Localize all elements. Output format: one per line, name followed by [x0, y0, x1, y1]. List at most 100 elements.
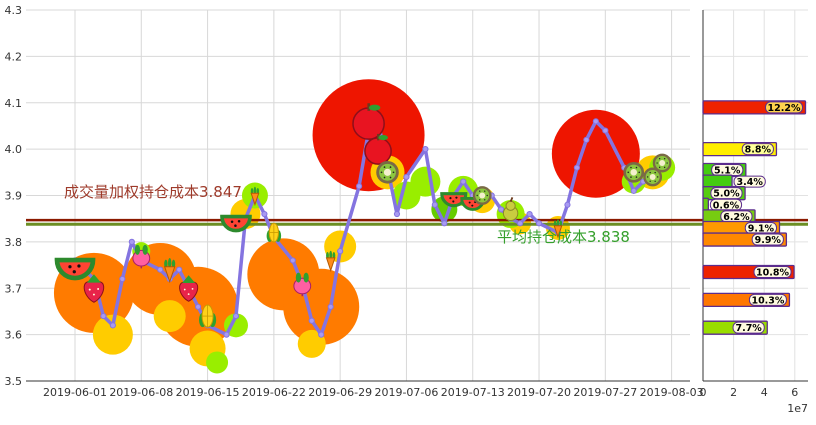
- bar-label-pill: [732, 321, 765, 334]
- dist-x-tick-label: 4: [761, 386, 768, 399]
- x-tick-label: 2019-07-06: [374, 386, 438, 399]
- price-point: [289, 257, 296, 264]
- x-tick-label: 2019-06-22: [242, 386, 306, 399]
- price-point: [100, 312, 107, 320]
- price-point: [564, 201, 571, 208]
- radish-icon: [293, 272, 312, 297]
- x-tick-label: 2019-07-13: [441, 386, 505, 399]
- price-point: [602, 127, 609, 134]
- bar-label-pill: [733, 175, 766, 188]
- dist-x-tick-label: 6: [791, 386, 798, 399]
- bar-pct-label: 8.8%: [745, 145, 772, 156]
- carrot-icon: [325, 250, 336, 272]
- watermelon-icon: [220, 214, 252, 233]
- bar-label-pill: [741, 143, 774, 156]
- price-point: [109, 322, 116, 329]
- price-point: [337, 248, 344, 255]
- apple-icon: [364, 133, 392, 165]
- price-point: [232, 312, 240, 320]
- y-tick-label: 4.2: [5, 50, 23, 63]
- watermelon-icon: [440, 192, 468, 208]
- dist-scale-label: 1e7: [787, 402, 808, 415]
- price-point: [176, 266, 183, 273]
- price-point: [403, 173, 410, 181]
- price-point: [318, 331, 325, 338]
- bar-pct-label: 7.7%: [735, 323, 762, 334]
- bar-pct-label: 12.2%: [768, 103, 801, 114]
- carrot-icon: [250, 186, 260, 207]
- price-point: [393, 210, 401, 218]
- price-point: [498, 206, 505, 213]
- radish-icon: [132, 244, 151, 269]
- price-point: [128, 238, 135, 245]
- kiwi-icon: [652, 153, 672, 173]
- price-point: [308, 317, 315, 324]
- x-tick-label: 2019-08-03: [640, 386, 704, 399]
- bar-pct-label: 5.0%: [713, 189, 740, 200]
- strawberry-icon: [83, 274, 105, 303]
- kiwi-icon: [623, 161, 645, 183]
- apple-icon: [352, 103, 385, 140]
- heat-blob: [92, 314, 133, 355]
- strawberry-icon: [179, 275, 199, 302]
- y-tick-label: 4.3: [5, 4, 23, 17]
- x-tick-label: 2019-06-01: [43, 386, 107, 399]
- kiwi-icon: [376, 161, 399, 184]
- carrot-icon: [163, 258, 176, 284]
- bar-pct-label: 5.1%: [714, 165, 741, 176]
- price-point: [460, 178, 467, 185]
- kiwi-icon: [643, 167, 663, 187]
- y-tick-label: 3.6: [5, 329, 23, 342]
- bar-label-pill: [710, 187, 743, 200]
- bar-label-pill: [748, 293, 787, 306]
- price-point: [592, 118, 599, 125]
- kiwi-icon: [472, 186, 492, 205]
- y-tick-label: 3.8: [5, 236, 23, 249]
- price-point: [157, 266, 164, 273]
- heat-blob: [410, 166, 441, 197]
- heat-blob: [297, 329, 326, 358]
- bar-pct-label: 10.3%: [751, 295, 784, 306]
- price-point: [119, 275, 126, 283]
- heat-blob: [153, 300, 186, 333]
- price-point: [583, 136, 590, 143]
- price-point: [195, 303, 202, 310]
- y-tick-label: 4.1: [5, 97, 23, 110]
- dist-x-tick-label: 2: [730, 386, 737, 399]
- price-point: [431, 201, 438, 208]
- x-tick-label: 2019-06-15: [176, 386, 240, 399]
- corn-icon: [266, 222, 282, 243]
- bar-pct-label: 9.9%: [755, 235, 782, 246]
- bar-label-pill: [753, 266, 792, 279]
- y-tick-label: 3.9: [5, 190, 23, 203]
- dist-x-tick-label: 0: [700, 386, 707, 399]
- y-tick-label: 3.5: [5, 375, 23, 388]
- carrot-icon: [553, 219, 563, 239]
- corn-icon: [199, 304, 217, 328]
- price-point: [535, 220, 543, 227]
- bar-pct-label: 9.1%: [748, 223, 775, 234]
- bar-pct-label: 6.2%: [723, 212, 750, 223]
- price-point: [223, 331, 230, 338]
- bar-pct-label: 10.8%: [756, 268, 789, 279]
- price-point: [356, 183, 363, 190]
- watermelon-icon: [54, 257, 96, 281]
- price-point: [516, 220, 524, 227]
- heat-blob: [206, 351, 229, 374]
- price-point: [573, 164, 581, 171]
- bar-pct-label: 3.4%: [736, 177, 763, 188]
- price-point: [441, 220, 448, 227]
- bar-pct-label: 0.6%: [713, 200, 740, 211]
- x-tick-label: 2019-06-08: [109, 386, 173, 399]
- pear-icon: [502, 197, 519, 221]
- price-point: [630, 187, 637, 194]
- bar-label-pill: [751, 233, 784, 246]
- price-point: [526, 210, 533, 218]
- x-tick-label: 2019-06-29: [308, 386, 372, 399]
- y-tick-label: 4.0: [5, 143, 23, 156]
- y-tick-label: 3.7: [5, 282, 23, 295]
- avg-cost-annotation: 平均持仓成本3.838: [497, 228, 630, 246]
- price-point: [261, 210, 268, 218]
